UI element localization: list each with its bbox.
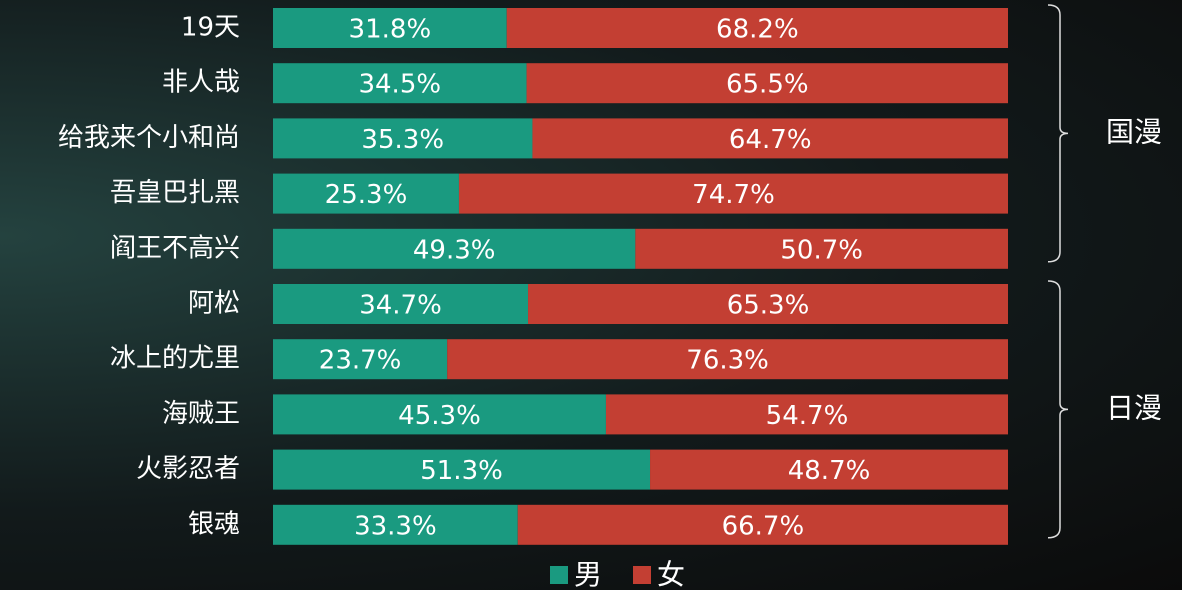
bar-segment [273,449,651,490]
value-label: 49.3% [413,235,496,265]
bar-segment [526,63,1008,104]
category-label: 火影忍者 [136,454,240,484]
bar-segment [273,394,606,435]
bar-segment [506,8,1008,48]
bar-segment [273,173,459,214]
value-label: 68.2% [716,15,799,45]
category-label: 银魂 [188,509,240,539]
value-label: 50.7% [780,235,863,265]
value-label: 23.7% [319,346,402,376]
category-label: 冰上的尤里 [110,344,240,374]
bar-segment [273,63,527,104]
bar-segment [650,449,1008,490]
group-bracket [1047,4,1069,263]
value-label: 66.7% [722,511,805,541]
value-label: 54.7% [766,401,849,431]
legend-label: 女 [657,558,685,590]
value-label: 51.3% [420,456,503,486]
category-label: 海贼王 [162,399,240,429]
bar-segment [532,118,1008,159]
value-label: 25.3% [325,180,408,210]
bar-segment [517,504,1008,545]
category-label: 阿松 [188,289,240,319]
category-label: 吾皇巴扎黑 [110,178,240,208]
value-label: 34.7% [359,291,442,321]
legend-label: 男 [574,558,602,590]
value-label: 74.7% [692,180,775,210]
value-label: 35.3% [361,125,444,155]
value-label: 64.7% [729,125,812,155]
value-label: 48.7% [788,456,871,486]
bar-segment [273,504,518,545]
bar-segment [273,228,636,269]
bar-segment [528,284,1008,324]
group-bracket [1047,280,1069,539]
category-label: 阎王不高兴 [110,233,240,263]
value-label: 65.3% [727,291,810,321]
bar-segment [605,394,1008,435]
value-label: 33.3% [354,511,437,541]
legend-swatch [550,566,568,584]
bar-segment [447,339,1008,380]
bar-segment [273,284,529,324]
value-label: 65.5% [726,70,809,100]
category-label: 给我来个小和尚 [58,123,240,153]
bar-segment [458,173,1009,214]
value-label: 34.5% [358,70,441,100]
group-label: 日漫 [1106,391,1162,424]
bar-segment [635,228,1008,269]
group-label: 国漫 [1106,115,1162,148]
bar-segment [273,8,507,48]
value-label: 45.3% [398,401,481,431]
bar-segment [273,339,448,380]
category-label: 非人哉 [162,68,240,98]
legend-swatch [633,566,651,584]
value-label: 31.8% [349,15,432,45]
category-label: 19天 [181,13,240,43]
value-label: 76.3% [686,346,769,376]
bar-segment [273,118,533,159]
